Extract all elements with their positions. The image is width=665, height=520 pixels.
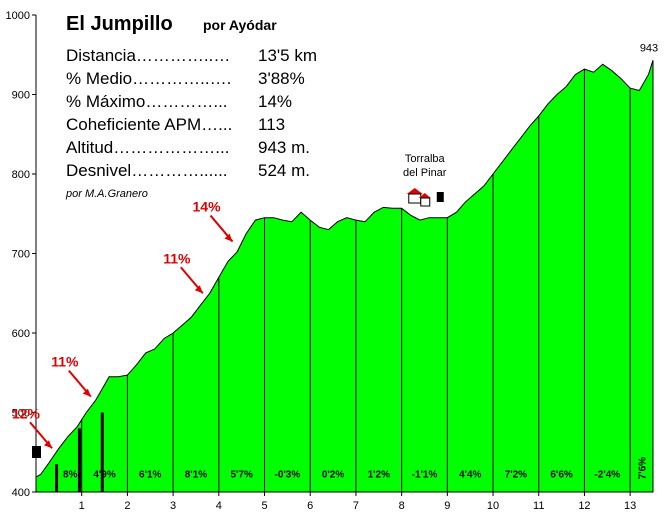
ramp-annotations: 12% 11% 11% 14% bbox=[12, 199, 234, 449]
y-tick-label: 800 bbox=[12, 169, 30, 181]
stat-label: Coheficiente APM…... bbox=[66, 115, 232, 134]
house-icon bbox=[420, 197, 431, 207]
x-tick-label: 11 bbox=[533, 500, 544, 512]
stat-value: 524 m. bbox=[258, 161, 310, 180]
segment-lines bbox=[81, 69, 631, 492]
stat-label: Altitud………………... bbox=[66, 138, 229, 157]
torralba-del-pinar-annotation: Torralba del Pinar bbox=[403, 153, 447, 207]
roof-icon bbox=[418, 193, 431, 198]
segment-gradient-label: -2'4% bbox=[594, 470, 620, 481]
y-tick-labels: 400 500 600 700 800 900 1000 bbox=[6, 10, 30, 499]
fountain-icon bbox=[436, 192, 444, 202]
ramp-percent-label: 11% bbox=[51, 354, 79, 370]
segment-gradient-label: 5'7% bbox=[230, 470, 253, 481]
y-tick-label: 1000 bbox=[6, 10, 30, 22]
segment-gradient-label: 4'4% bbox=[459, 470, 482, 481]
segment-gradient-label: 8'1% bbox=[185, 470, 208, 481]
x-tick-label: 8 bbox=[399, 500, 405, 512]
ramp-arrowhead bbox=[43, 440, 52, 449]
y-tick-label: 500 bbox=[12, 408, 30, 420]
x-tick-label: 3 bbox=[170, 500, 176, 512]
segment-gradient-label: 8% bbox=[63, 470, 78, 481]
stat-label: Distancia…………..… bbox=[66, 46, 230, 65]
stat-value: 113 bbox=[258, 115, 285, 134]
x-tick-label: 6 bbox=[307, 500, 313, 512]
x-tick-label: 5 bbox=[261, 500, 267, 512]
route-stats: El Jumpillo por Ayódar Distancia…………..… 1… bbox=[65, 13, 317, 200]
place-name: Torralba bbox=[405, 153, 446, 165]
x-tick-label: 4 bbox=[216, 500, 222, 512]
house-icon bbox=[408, 193, 422, 204]
ramp-percent-label: 11% bbox=[163, 250, 191, 266]
ramp-arrowhead bbox=[224, 233, 233, 242]
stat-value: 13'5 km bbox=[258, 46, 317, 65]
x-tick-label: 13 bbox=[624, 500, 636, 512]
segment-gradient-label: 0'2% bbox=[322, 470, 345, 481]
ramp-arrowhead bbox=[82, 388, 91, 397]
place-name: del Pinar bbox=[403, 167, 447, 179]
y-tick-label: 700 bbox=[12, 249, 30, 261]
x-tick-label: 1 bbox=[79, 500, 85, 512]
stat-value: 3'88% bbox=[258, 69, 305, 88]
segment-gradient-label: 6'1% bbox=[139, 470, 162, 481]
x-tick-label: 2 bbox=[124, 500, 130, 512]
x-tick-label: 7 bbox=[353, 500, 359, 512]
stat-label: % Medio…………..…. bbox=[66, 69, 231, 88]
segment-gradient-label: -0'3% bbox=[275, 470, 301, 481]
chart-subtitle: por Ayódar bbox=[203, 17, 277, 33]
segment-gradient-label: 6'6% bbox=[550, 470, 573, 481]
x-tick-label: 12 bbox=[578, 500, 590, 512]
segment-gradient-labels: 8% 4'9% 6'1% 8'1% 5'7% -0'3% 0'2% 1'2% -1'1% 4'4%… bbox=[63, 457, 649, 481]
ramp-arrowhead bbox=[194, 285, 203, 294]
ramp-percent-label: 12% bbox=[12, 405, 41, 421]
segment-gradient-label: 7'6% bbox=[638, 457, 649, 480]
stat-label: Desnivel…………...... bbox=[66, 161, 228, 180]
profile-area bbox=[35, 60, 654, 493]
y-tick-label: 900 bbox=[12, 90, 30, 102]
x-tick-label: 9 bbox=[444, 500, 450, 512]
y-tick-label: 400 bbox=[12, 487, 30, 499]
segment-gradient-label: 1'2% bbox=[368, 470, 391, 481]
ramp-percent-label: 14% bbox=[193, 199, 222, 215]
summit-altitude-label: 943 bbox=[640, 42, 658, 54]
axes bbox=[32, 14, 653, 496]
x-tick-labels: 1 2 3 4 5 6 7 8 9 10 11 12 13 bbox=[79, 500, 637, 512]
segment-gradient-label: 4'9% bbox=[93, 470, 116, 481]
x-tick-label: 10 bbox=[487, 500, 499, 512]
stat-label: % Máximo…………... bbox=[66, 92, 228, 111]
stat-value: 14% bbox=[258, 92, 292, 111]
chart-title: El Jumpillo bbox=[66, 13, 173, 35]
chart-author: por M.A.Granero bbox=[65, 188, 148, 200]
roof-icon bbox=[406, 188, 423, 194]
stat-value: 943 m. bbox=[258, 138, 310, 157]
y-tick-label: 600 bbox=[12, 328, 30, 340]
segment-gradient-label: 7'2% bbox=[505, 470, 528, 481]
segment-gradient-label: -1'1% bbox=[412, 470, 438, 481]
